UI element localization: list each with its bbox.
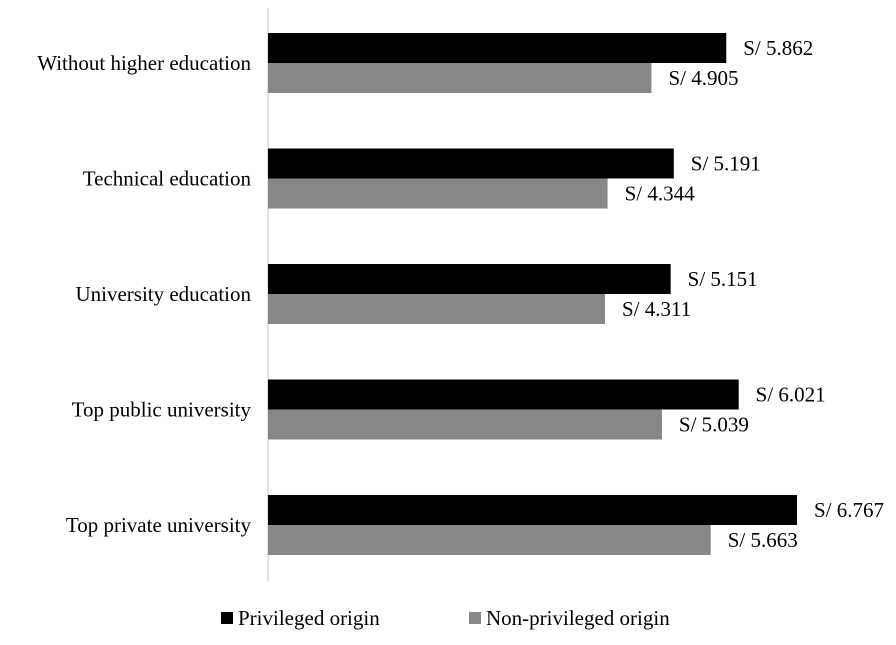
- bar-non-privileged-origin-top-private-university: [268, 525, 711, 555]
- value-label-non-privileged-origin-without-higher-education: S/ 4.905: [668, 66, 738, 90]
- value-label-non-privileged-origin-top-private-university: S/ 5.663: [728, 528, 798, 552]
- bar-non-privileged-origin-technical-education: [268, 178, 608, 209]
- bar-privileged-origin-university-education: [268, 264, 671, 294]
- value-label-non-privileged-origin-technical-education: S/ 4.344: [625, 182, 696, 206]
- legend-swatch-non-privileged: [469, 612, 481, 624]
- value-label-non-privileged-origin-top-public-university: S/ 5.039: [679, 413, 749, 437]
- bar-privileged-origin-technical-education: [268, 148, 674, 179]
- bar-non-privileged-origin-university-education: [268, 294, 606, 324]
- bar-non-privileged-origin-without-higher-education: [268, 63, 652, 93]
- value-label-privileged-origin-technical-education: S/ 5.191: [691, 152, 761, 176]
- legend-label-privileged: Privileged origin: [238, 605, 380, 630]
- bar-privileged-origin-top-public-university: [268, 379, 739, 410]
- legend-swatch-privileged: [221, 612, 233, 624]
- category-label-top-private-university: Top private university: [66, 513, 252, 537]
- bars: [268, 33, 797, 555]
- legend-label-non-privileged: Non-privileged origin: [486, 605, 670, 630]
- bar-privileged-origin-top-private-university: [268, 495, 797, 525]
- value-label-privileged-origin-university-education: S/ 5.151: [688, 267, 758, 291]
- bar-privileged-origin-without-higher-education: [268, 33, 727, 63]
- category-label-university-education: University education: [75, 282, 251, 306]
- category-label-without-higher-education: Without higher education: [37, 51, 251, 75]
- value-label-privileged-origin-top-public-university: S/ 6.021: [756, 383, 826, 407]
- legend-item-privileged: Privileged origin: [221, 603, 380, 633]
- legend-item-non-privileged: Non-privileged origin: [469, 603, 670, 633]
- value-label-privileged-origin-top-private-university: S/ 6.767: [814, 498, 884, 522]
- value-label-non-privileged-origin-university-education: S/ 4.311: [622, 297, 691, 321]
- category-label-technical-education: Technical education: [83, 167, 252, 191]
- legend: Privileged origin Non-privileged origin: [0, 603, 896, 633]
- category-labels: Without higher education Technical educat…: [37, 51, 251, 537]
- category-label-top-public-university: Top public university: [72, 398, 252, 422]
- value-label-privileged-origin-without-higher-education: S/ 5.862: [743, 36, 813, 60]
- bar-non-privileged-origin-top-public-university: [268, 409, 662, 440]
